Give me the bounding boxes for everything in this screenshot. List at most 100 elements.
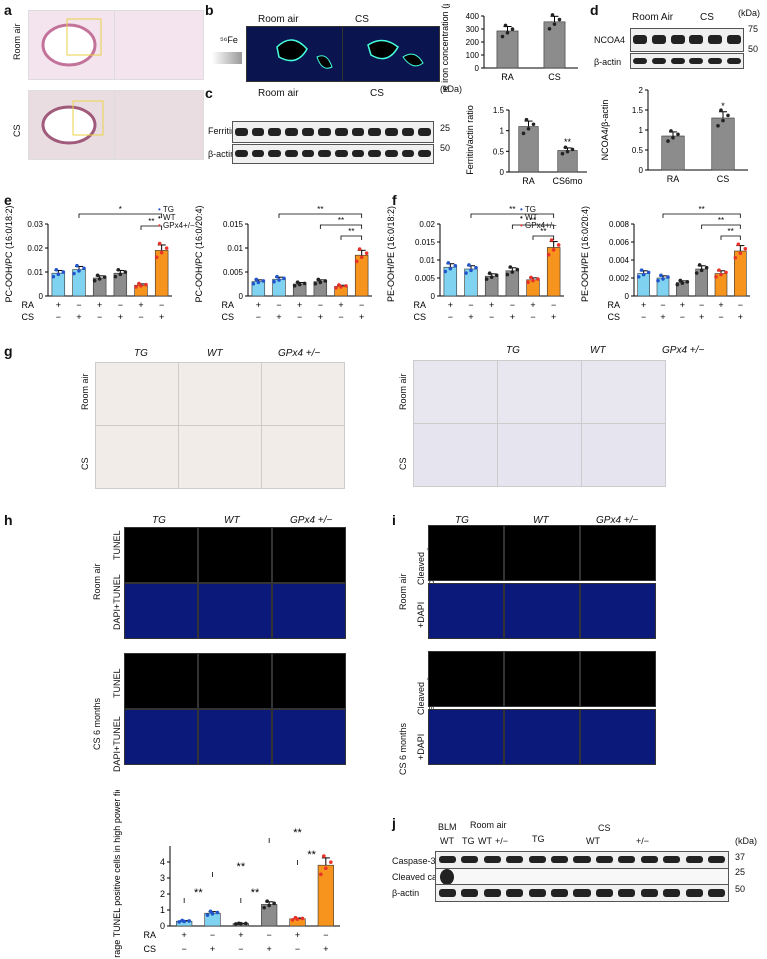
ihc-airway-tg-ra xyxy=(95,362,179,426)
data-point xyxy=(510,27,515,31)
tunel-gpx4-cs xyxy=(272,653,346,709)
j-marker-25: 25 xyxy=(735,867,746,877)
c-marker-25: 25 xyxy=(440,123,451,133)
panel-label-i: i xyxy=(392,512,396,528)
significance-label: ** xyxy=(293,827,302,839)
blot-band xyxy=(385,150,398,157)
cs-sign: − xyxy=(338,312,343,322)
blot-band xyxy=(483,889,501,897)
blot-band xyxy=(438,856,456,863)
data-point xyxy=(215,910,220,915)
cs-sign: − xyxy=(489,312,494,322)
dapi-tunel-wt-cs xyxy=(198,709,272,765)
b-fe-label: ⁵⁶Fe xyxy=(220,35,238,45)
y-tick-label: 0 xyxy=(431,292,436,301)
data-point xyxy=(505,31,510,35)
blot-band xyxy=(670,58,685,64)
data-point xyxy=(666,139,670,143)
significance-bracket xyxy=(78,213,163,218)
y-tick-label: 0.5 xyxy=(632,146,644,155)
blot-band xyxy=(689,35,704,44)
j-casp3-label: Caspase-3 xyxy=(392,856,436,866)
y-tick-label: 1.5 xyxy=(493,106,505,115)
cs-sign: + xyxy=(210,944,215,954)
y-tick-label: 0.01 xyxy=(227,244,243,253)
x-tick-label: CS xyxy=(548,72,561,82)
data-point xyxy=(364,251,369,255)
chart-h-tunel: Average TUNEL positive cells in high pow… xyxy=(112,790,340,958)
data-point xyxy=(102,275,107,279)
chart-d-ncoa4: NCOA4/β-actin 0 0.5 1 1.5 2 RA CS * xyxy=(600,86,748,184)
data-point xyxy=(313,281,318,286)
histology-room-air-high xyxy=(114,10,204,80)
data-point xyxy=(344,284,348,288)
casp3-dapi-gpx4-ra xyxy=(580,583,656,639)
chart-f1: PE-OOH/PE (16:0/18:2) 0 0.005 0.01 0.015 0.0… xyxy=(386,205,564,322)
ra-row-label: RA xyxy=(413,300,426,310)
y-tick-label: 0 xyxy=(475,64,480,73)
bar xyxy=(543,21,566,69)
chart-f2: PE-OOH/PE (16:0/20:4) 0 0.002 0.004 0.006 0.… xyxy=(580,205,750,322)
cs-sign: − xyxy=(297,312,302,322)
significance-bracket xyxy=(511,224,555,229)
casp3-dapi-wt-ra xyxy=(504,583,580,639)
cs-sign: + xyxy=(510,312,515,322)
significance-label: * xyxy=(119,205,122,214)
data-point xyxy=(77,269,81,273)
significance-bracket xyxy=(278,213,363,218)
blot-band xyxy=(708,856,726,863)
data-point xyxy=(72,271,76,276)
data-point xyxy=(489,275,494,279)
d-kda-label: (kDa) xyxy=(738,8,760,18)
blot-band xyxy=(573,856,591,863)
data-point xyxy=(494,273,499,278)
g-gpx4-label-left: GPx4 +/− xyxy=(278,348,321,359)
legend-tg-label: TG xyxy=(524,205,536,214)
data-point xyxy=(521,131,526,136)
j-het-label-2: +/− xyxy=(636,836,650,846)
cs-sign: + xyxy=(660,312,665,322)
significance-label: ** xyxy=(317,205,323,214)
d-marker-50: 50 xyxy=(748,44,759,54)
data-point xyxy=(237,921,241,926)
y-tick-label: 0 xyxy=(39,292,44,301)
significance-label: ** xyxy=(699,205,705,214)
ihc-airway-tg-cs xyxy=(95,425,179,489)
y-tick-label: 200 xyxy=(466,38,480,47)
y-tick-label: 0.005 xyxy=(223,268,244,277)
data-point xyxy=(678,278,683,283)
ra-sign: + xyxy=(295,930,300,940)
casp3-wt-ra xyxy=(504,525,580,581)
chart-e1: PC-OOH/PC (16:0/18:2) 0 0.01 0.02 0.03 + − − + +… xyxy=(4,205,172,322)
y-tick-label: 4 xyxy=(160,857,165,867)
data-point xyxy=(666,275,670,279)
j-tg-label-1: TG xyxy=(462,836,475,846)
data-point xyxy=(324,866,328,871)
data-point xyxy=(546,252,551,257)
data-point xyxy=(719,272,723,277)
data-point xyxy=(159,250,164,255)
blot-band xyxy=(528,856,546,863)
data-point xyxy=(272,279,276,284)
blot-band xyxy=(551,856,569,863)
cs-row-label: CS xyxy=(143,944,156,954)
iron-image-room-air xyxy=(246,26,343,82)
blot-band xyxy=(595,856,613,863)
d-room-air-label: Room Air xyxy=(632,12,674,23)
casp3-wt-cs xyxy=(504,651,580,707)
cs-sign: + xyxy=(318,312,323,322)
data-point xyxy=(685,280,690,284)
blot-band xyxy=(707,35,723,44)
j-wt-label-1: WT xyxy=(440,836,454,846)
g-cs-label-left: CS xyxy=(80,457,90,470)
bar xyxy=(518,126,539,173)
ihc-alveoli-tg-ra xyxy=(413,360,498,424)
data-point xyxy=(697,263,702,267)
legend-e: • TG • WT • GPx4+/− xyxy=(158,206,195,230)
data-point xyxy=(208,909,213,914)
significance-label: ** xyxy=(237,861,246,873)
data-point xyxy=(319,872,323,877)
blot-band xyxy=(595,889,613,897)
y-tick-label: 0.02 xyxy=(27,244,43,253)
ra-sign: − xyxy=(318,300,323,310)
